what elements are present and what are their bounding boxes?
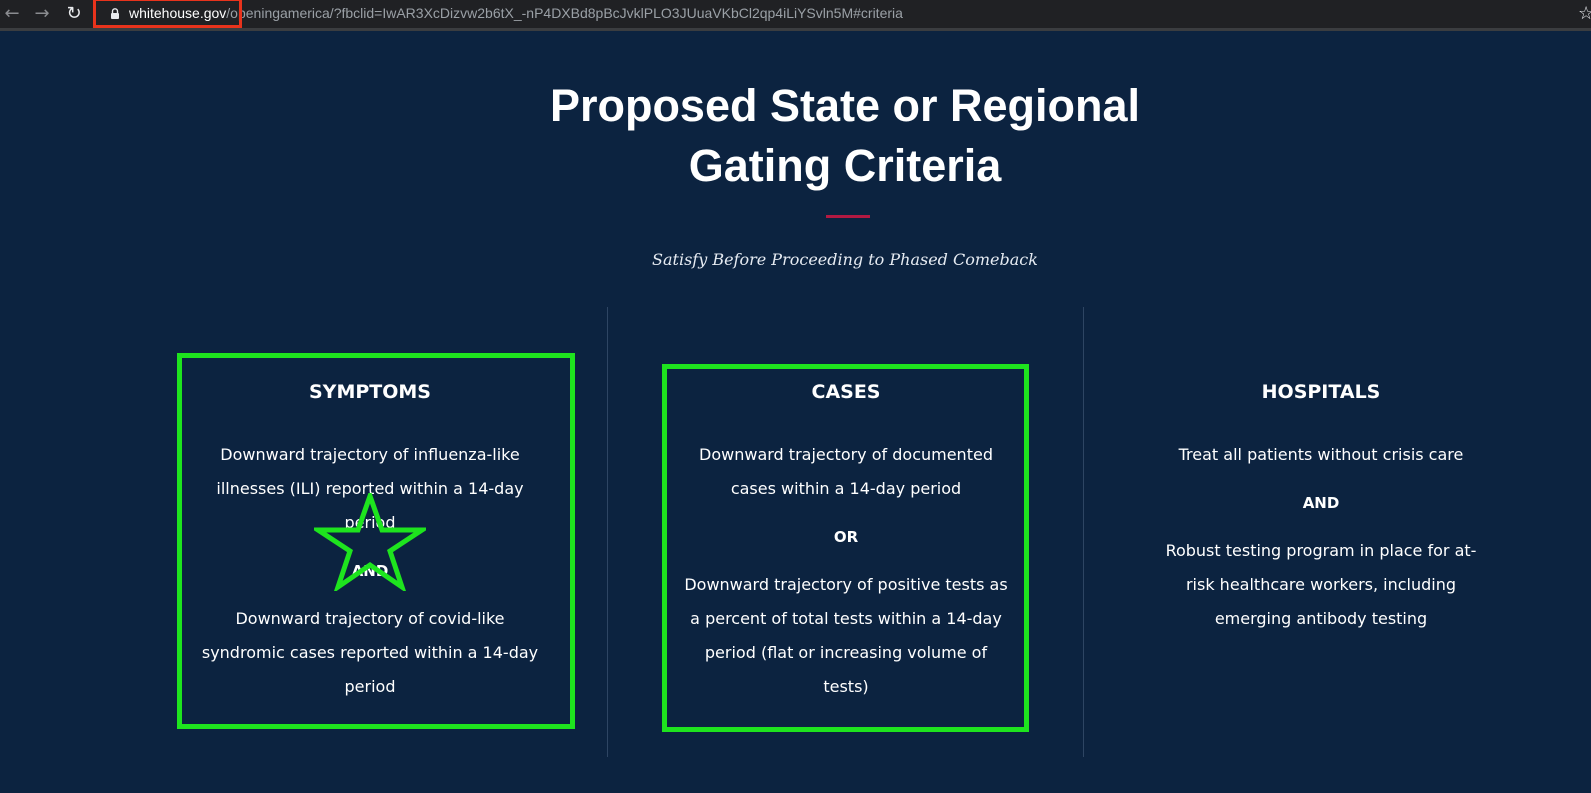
browser-toolbar: ← → ↻ whitehouse.gov/openingamerica/?fbc…	[0, 0, 1591, 31]
criteria-column-hospitals: HOSPITALS Treat all patients without cri…	[1160, 380, 1482, 636]
page-title-line-1: Proposed State or Regional	[549, 80, 1141, 131]
column-heading: HOSPITALS	[1261, 381, 1381, 403]
back-arrow-icon[interactable]: ←	[4, 3, 20, 24]
criteria-connector: AND	[1302, 494, 1340, 512]
column-divider	[607, 307, 608, 757]
cases-highlight-box	[662, 364, 1029, 732]
criteria-text: Downward trajectory of covid-like syndro…	[201, 609, 539, 696]
criteria-connector: AND	[351, 562, 389, 580]
criteria-connector: OR	[833, 528, 859, 546]
url-domain: whitehouse.gov	[129, 5, 227, 21]
criteria-text: Downward trajectory of influenza-like il…	[216, 445, 524, 532]
criteria-column-symptoms: SYMPTOMS Downward trajectory of influenz…	[194, 380, 546, 704]
column-heading: SYMPTOMS	[309, 381, 431, 403]
address-bar[interactable]: whitehouse.gov/openingamerica/?fbclid=Iw…	[129, 5, 903, 21]
title-accent-divider	[826, 215, 870, 218]
domain-highlight-box	[93, 0, 242, 28]
page-title: Proposed State or Regional Gating Criter…	[545, 76, 1145, 196]
criteria-text: Treat all patients without crisis care	[1178, 445, 1464, 464]
criteria-text: Downward trajectory of documented cases …	[699, 445, 993, 498]
forward-arrow-icon[interactable]: →	[34, 3, 50, 24]
bookmark-star-icon[interactable]: ☆	[1578, 3, 1591, 24]
url-path: /openingamerica/?fbclid=IwAR3XcDizvw2b6t…	[226, 5, 903, 21]
reload-icon[interactable]: ↻	[66, 3, 82, 24]
criteria-text: Downward trajectory of positive tests as…	[684, 575, 1008, 696]
star-annotation-icon	[314, 493, 426, 591]
criteria-column-cases: CASES Downward trajectory of documented …	[680, 380, 1012, 704]
criteria-text: Robust testing program in place for at-r…	[1165, 541, 1477, 628]
symptoms-highlight-box	[177, 353, 575, 729]
column-divider	[1083, 307, 1084, 757]
column-heading: CASES	[811, 381, 881, 403]
page-title-line-2: Gating Criteria	[688, 140, 1002, 191]
lock-icon	[111, 8, 119, 19]
page-subtitle: Satisfy Before Proceeding to Phased Come…	[652, 250, 1038, 269]
